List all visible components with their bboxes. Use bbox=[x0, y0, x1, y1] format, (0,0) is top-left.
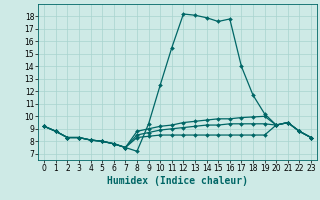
X-axis label: Humidex (Indice chaleur): Humidex (Indice chaleur) bbox=[107, 176, 248, 186]
